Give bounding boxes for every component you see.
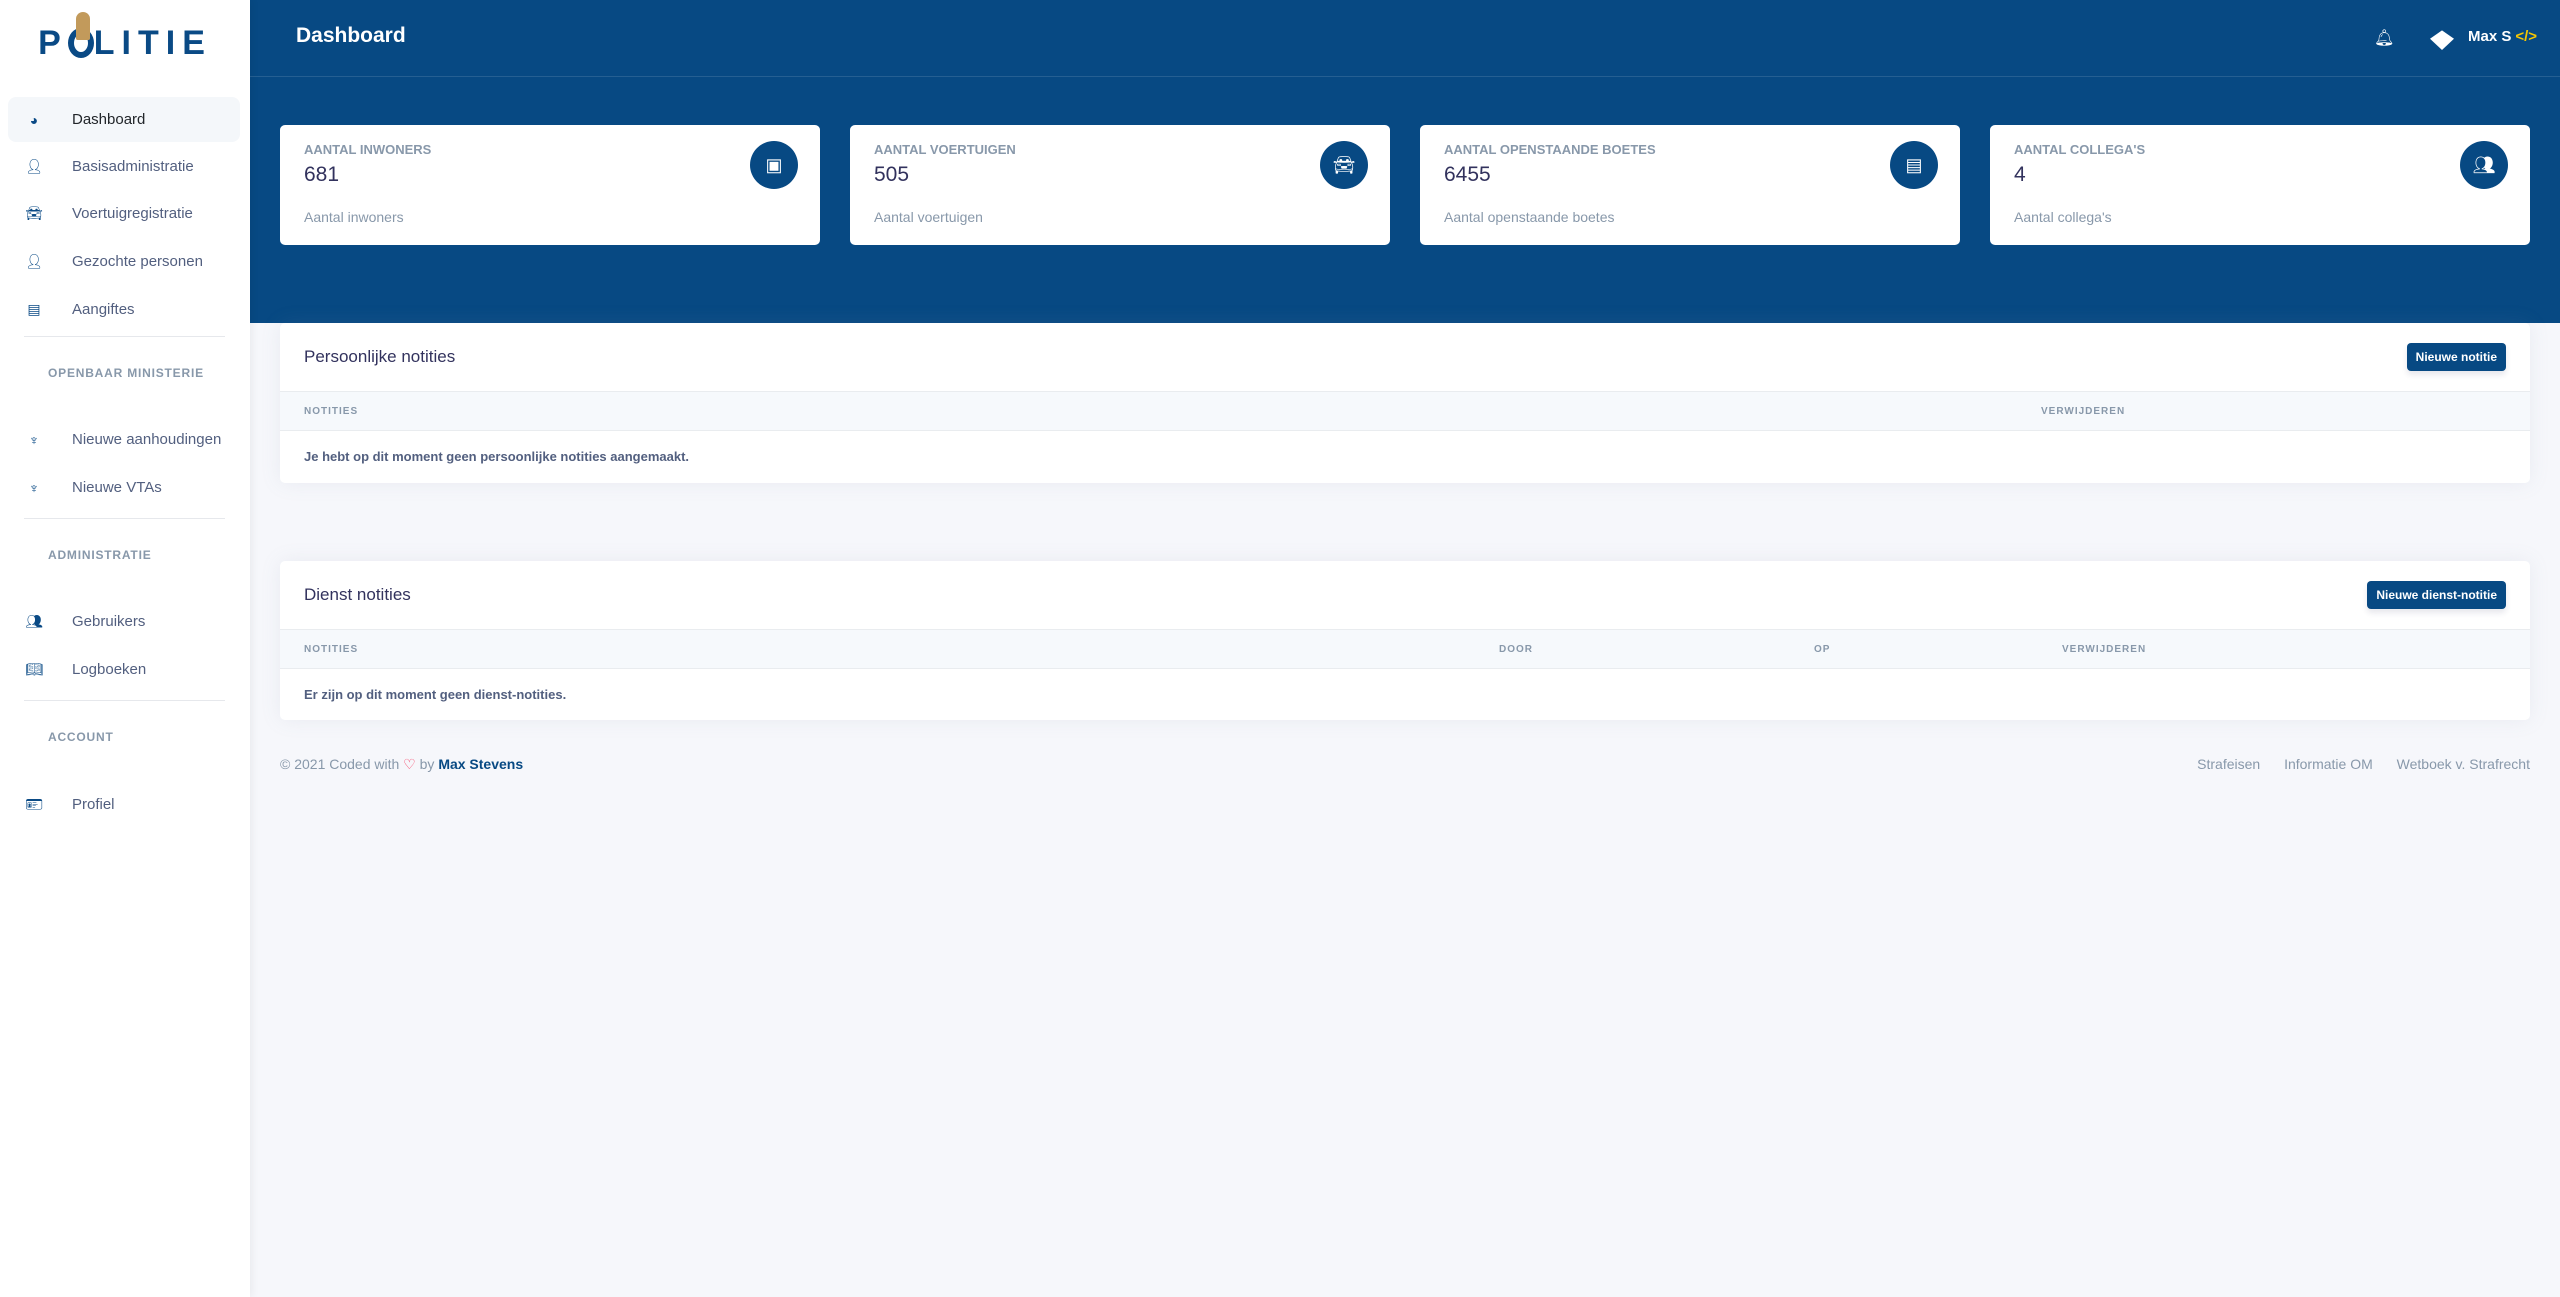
id-card-icon: 🪪︎	[25, 796, 43, 812]
sidebar-item-aangiftes[interactable]: ▤ Aangiftes	[8, 287, 240, 332]
link-strafeisen[interactable]: Strafeisen	[2197, 756, 2261, 772]
divider	[24, 336, 225, 337]
stat-subtitle: Aantal openstaande boetes	[1444, 209, 1615, 225]
table-header: NOTITIES VERWIJDEREN	[280, 391, 2530, 431]
column-door: DOOR	[1499, 644, 1533, 655]
stat-label: Aantal inwoners	[304, 142, 432, 157]
sidebar-item-gezochte-personen[interactable]: 👤︎ Gezochte personen	[8, 239, 240, 284]
code-icon: </>	[2515, 28, 2538, 45]
sidebar-item-profiel[interactable]: 🪪︎ Profiel	[8, 782, 240, 827]
stat-label: Aantal collega's	[2014, 142, 2146, 157]
sidebar-item-dashboard[interactable]: ◕ Dashboard	[8, 97, 240, 142]
column-notities: NOTITIES	[304, 644, 359, 655]
sidebar-item-label: Voertuigregistratie	[72, 205, 193, 222]
file-icon: ▤	[27, 301, 41, 317]
section-openbaar-ministerie: OPENBAAR MINISTERIE	[48, 366, 204, 380]
sidebar-item-label: Nieuwe aanhoudingen	[72, 431, 222, 448]
section-administratie: ADMINISTRATIE	[48, 548, 152, 562]
column-notities: NOTITIES	[304, 406, 359, 417]
user-icon: 👤︎	[25, 158, 43, 174]
empty-message: Er zijn op dit moment geen dienst-notiti…	[304, 687, 567, 702]
sidebar: P LITIE ◕ Dashboard 👤︎ Basisadministratie 🚘…	[0, 0, 250, 1297]
stat-card-boetes: Aantal openstaande boetes 6455 Aantal op…	[1420, 125, 1960, 245]
new-service-note-button[interactable]: Nieuwe dienst-notitie	[2367, 581, 2506, 609]
column-verwijderen: VERWIJDEREN	[2041, 406, 2126, 417]
users-icon: 👥︎	[25, 613, 43, 629]
sidebar-item-label: Dashboard	[72, 111, 146, 128]
stat-value: 681	[304, 163, 340, 186]
footer-copyright: © 2021 Coded with ♡ by Max Stevens	[280, 756, 523, 773]
user-menu[interactable]: Max S </>	[2468, 28, 2537, 45]
new-note-button[interactable]: Nieuwe notitie	[2406, 343, 2506, 371]
bell-icon[interactable]: 🔔︎	[2374, 30, 2395, 47]
sidebar-item-voertuigregistratie[interactable]: 🚘︎ Voertuigregistratie	[8, 191, 240, 236]
pie-chart-icon: ◕	[29, 111, 39, 128]
top-navbar: Dashboard 🔔︎ Max S </>	[250, 0, 2560, 77]
column-op: OP	[1814, 644, 1831, 655]
user-name: Max S	[2468, 28, 2512, 45]
personal-notes-card: Persoonlijke notities Nieuwe notitie NOT…	[280, 323, 2530, 483]
copyright-text: © 2021 Coded with	[280, 756, 400, 772]
user-lock-icon: 👤︎	[25, 253, 43, 269]
stat-card-voertuigen: Aantal voertuigen 505 Aantal voertuigen …	[850, 125, 1390, 245]
divider	[24, 700, 225, 701]
stat-label: Aantal openstaande boetes	[1444, 142, 1656, 157]
book-icon: 📖︎	[25, 661, 43, 677]
om-emblem-icon: ♆	[28, 431, 40, 448]
stat-subtitle: Aantal collega's	[2014, 209, 2112, 225]
om-emblem-icon: ♆	[28, 479, 40, 496]
receipt-icon: ▤	[1890, 141, 1938, 189]
stat-card-collegas: Aantal collega's 4 Aantal collega's 👥︎	[1990, 125, 2530, 245]
car-icon: 🚘︎	[25, 205, 43, 221]
link-wetboek[interactable]: Wetboek v. Strafrecht	[2396, 756, 2530, 772]
stat-value: 505	[874, 163, 910, 186]
section-account: ACCOUNT	[48, 730, 114, 744]
car-icon: 🚘︎	[1320, 141, 1368, 189]
stat-value: 6455	[1444, 163, 1491, 186]
empty-message: Je hebt op dit moment geen persoonlijke …	[304, 449, 690, 464]
sidebar-item-nieuwe-aanhoudingen[interactable]: ♆ Nieuwe aanhoudingen	[8, 417, 240, 462]
by-text: by	[419, 756, 435, 772]
sidebar-item-label: Gezochte personen	[72, 253, 203, 270]
sidebar-item-logboeken[interactable]: 📖︎ Logboeken	[8, 647, 240, 692]
stat-value: 4	[2014, 163, 2026, 186]
column-verwijderen: VERWIJDEREN	[2062, 644, 2147, 655]
sidebar-item-nieuwe-vtas[interactable]: ♆ Nieuwe VTAs	[8, 465, 240, 510]
footer-links: Strafeisen Informatie OM Wetboek v. Stra…	[2177, 756, 2530, 772]
service-notes-card: Dienst notities Nieuwe dienst-notitie NO…	[280, 561, 2530, 720]
sidebar-item-basisadministratie[interactable]: 👤︎ Basisadministratie	[8, 144, 240, 189]
id-card-icon: ▣	[750, 141, 798, 189]
sidebar-item-gebruikers[interactable]: 👥︎ Gebruikers	[8, 599, 240, 644]
author-link[interactable]: Max Stevens	[438, 756, 524, 772]
page-title: Dashboard	[296, 24, 406, 47]
heart-icon: ♡	[403, 756, 416, 772]
stat-label: Aantal voertuigen	[874, 142, 1016, 157]
police-badge-icon[interactable]	[2430, 30, 2454, 50]
politie-logo[interactable]: P LITIE	[38, 12, 212, 62]
sidebar-item-label: Logboeken	[72, 661, 147, 678]
sidebar-item-label: Nieuwe VTAs	[72, 479, 162, 496]
divider	[24, 518, 225, 519]
stat-subtitle: Aantal inwoners	[304, 209, 404, 225]
sidebar-item-label: Profiel	[72, 796, 115, 813]
sidebar-item-label: Gebruikers	[72, 613, 146, 630]
card-title: Persoonlijke notities	[304, 347, 456, 366]
link-informatie-om[interactable]: Informatie OM	[2284, 756, 2373, 772]
table-header: NOTITIES DOOR OP VERWIJDEREN	[280, 629, 2530, 669]
stat-card-inwoners: Aantal inwoners 681 Aantal inwoners ▣	[280, 125, 820, 245]
users-icon: 👥︎	[2460, 141, 2508, 189]
sidebar-item-label: Aangiftes	[72, 301, 135, 318]
stat-subtitle: Aantal voertuigen	[874, 209, 983, 225]
card-title: Dienst notities	[304, 585, 411, 604]
sidebar-item-label: Basisadministratie	[72, 158, 194, 175]
